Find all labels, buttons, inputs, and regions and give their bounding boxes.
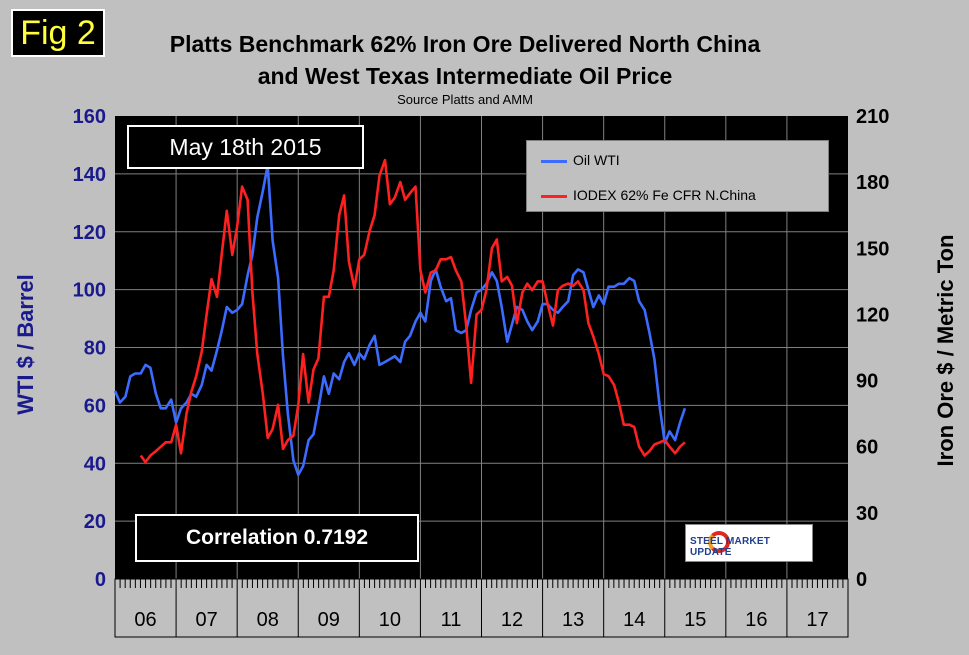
legend-item-iron: IODEX 62% Fe CFR N.China [541,186,756,204]
chart-title: Platts Benchmark 62% Iron Ore Delivered … [110,28,820,92]
y-right-tick-label: 120 [856,304,889,326]
x-tick-label: 07 [196,609,218,631]
y-right-tick-label: 60 [856,437,878,459]
y-right-tick-label: 180 [856,172,889,194]
x-tick-label: 16 [745,609,767,631]
logo-ring-icon [708,531,730,553]
x-tick-label: 06 [134,609,156,631]
y-right-tick-label: 30 [856,503,878,525]
correlation-label-box: Correlation 0.7192 [135,514,419,562]
y-right-tick-label: 0 [856,569,867,591]
y-left-tick-label: 160 [73,106,106,128]
x-tick-label: 11 [441,609,462,631]
chart-subtitle: Source Platts and AMM [397,92,533,107]
gridlines [115,116,848,579]
legend-label-oil: Oil WTI [573,152,620,168]
y-left-axis-title: WTI $ / Barrel [13,274,38,415]
iodex-iron-ore-line [139,158,686,464]
legend-item-oil: Oil WTI [541,151,620,169]
chart-title-line2: and West Texas Intermediate Oil Price [257,63,673,89]
y-left-tick-label: 80 [84,338,106,360]
y-left-tick-label: 140 [73,164,106,186]
legend-swatch-iron [541,194,567,198]
y-left-tick-label: 120 [73,222,106,244]
x-tick-label: 08 [257,609,279,631]
y-right-tick-label: 90 [856,371,878,393]
y-right-tick-label: 150 [856,238,889,260]
y-left-tick-label: 40 [84,453,106,475]
x-tick-label: 14 [623,609,645,631]
y-left-tick-label: 100 [73,280,106,302]
x-tick-label: 12 [501,609,523,631]
y-left-tick-label: 20 [84,511,106,533]
steel-market-update-logo: STEEL MARKET UPDATE [685,524,813,562]
logo-text: STEEL MARKET UPDATE [690,536,770,558]
x-tick-label: 10 [379,609,401,631]
x-tick-label: 15 [684,609,706,631]
figure-label: Fig 2 [11,9,105,57]
oil-wti-line [113,163,687,477]
y-right-axis-title: Iron Ore $ / Metric Ton [933,235,958,467]
y-left-tick-label: 0 [95,569,106,591]
x-tick-label: 13 [562,609,584,631]
legend: Oil WTI IODEX 62% Fe CFR N.China [526,140,829,212]
x-tick-label: 17 [806,609,828,631]
legend-swatch-oil [541,159,567,163]
legend-label-iron: IODEX 62% Fe CFR N.China [573,187,756,203]
x-tick-label: 09 [318,609,340,631]
series-layer [113,158,687,477]
x-axis-category-band: 06 07 08 09 10 11 12 13 14 15 16 17 [114,578,849,638]
y-right-tick-label: 210 [856,106,889,128]
date-label-box: May 18th 2015 [127,125,364,169]
chart-title-line1: Platts Benchmark 62% Iron Ore Delivered … [169,31,761,57]
y-axis-ticks: 0 20 40 60 80 100 120 140 160 0 30 60 90 120 150 180 210 [73,106,890,591]
y-left-tick-label: 60 [84,395,106,417]
axis-titles: WTI $ / Barrel Iron Ore $ / Metric Ton [13,235,958,467]
